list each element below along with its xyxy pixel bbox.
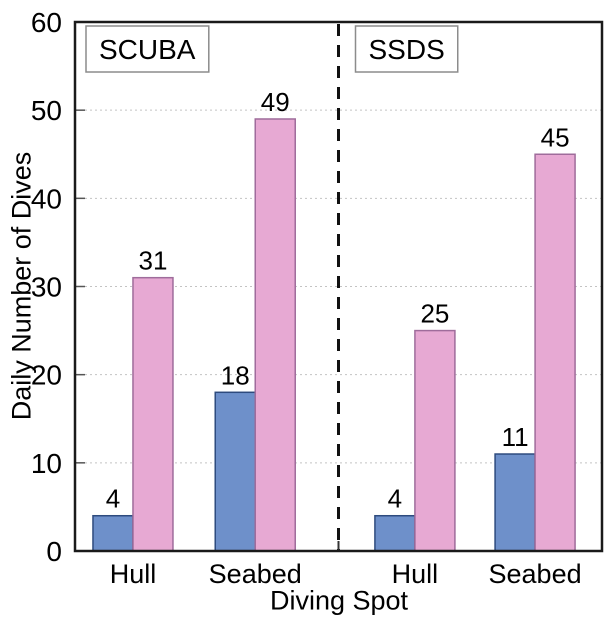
- panel-label-box-scuba: [85, 25, 210, 73]
- ytick-label-50: 50: [31, 95, 62, 126]
- bar-ssds-seabed-blue-series: [494, 453, 536, 552]
- panel-label-scuba: SCUBA: [99, 34, 196, 65]
- value-label-scuba-seabed-blue-series: 18: [221, 360, 250, 390]
- panel-label-box-ssds: [354, 25, 459, 73]
- value-label-ssds-seabed-pink-series: 45: [541, 122, 570, 152]
- y-axis-title: Daily Number of Dives: [6, 151, 37, 421]
- bar-scuba-seabed-pink-series: [254, 118, 296, 552]
- category-label-scuba-hull: Hull: [110, 559, 157, 589]
- value-label-scuba-seabed-pink-series: 49: [261, 87, 290, 117]
- bar-ssds-hull-pink-series: [414, 329, 456, 552]
- ytick-label-40: 40: [31, 183, 62, 214]
- bar-scuba-hull-blue-series: [92, 514, 134, 552]
- value-label-scuba-hull-pink-series: 31: [139, 246, 168, 276]
- category-label-ssds-seabed: Seabed: [489, 559, 582, 589]
- category-label-ssds-hull: Hull: [392, 559, 439, 589]
- value-label-ssds-hull-pink-series: 25: [420, 299, 449, 329]
- bar-scuba-hull-pink-series: [132, 276, 174, 552]
- ytick-label-30: 30: [31, 272, 62, 303]
- ytick-label-20: 20: [31, 360, 62, 391]
- value-label-ssds-seabed-blue-series: 11: [502, 422, 529, 452]
- bar-scuba-seabed-blue-series: [214, 391, 256, 552]
- ytick-label-10: 10: [31, 448, 62, 479]
- ytick-label-60: 60: [31, 7, 62, 38]
- value-label-scuba-hull-blue-series: 4: [106, 484, 120, 514]
- value-label-ssds-hull-blue-series: 4: [388, 484, 402, 514]
- plot-frame: [73, 20, 604, 553]
- category-label-scuba-seabed: Seabed: [209, 559, 302, 589]
- bar-ssds-seabed-pink-series: [534, 153, 576, 552]
- x-axis-title: Diving Spot: [269, 585, 409, 616]
- panel-label-ssds: SSDS: [369, 34, 445, 65]
- bar-ssds-hull-blue-series: [374, 514, 416, 552]
- ytick-label-0: 0: [46, 536, 62, 567]
